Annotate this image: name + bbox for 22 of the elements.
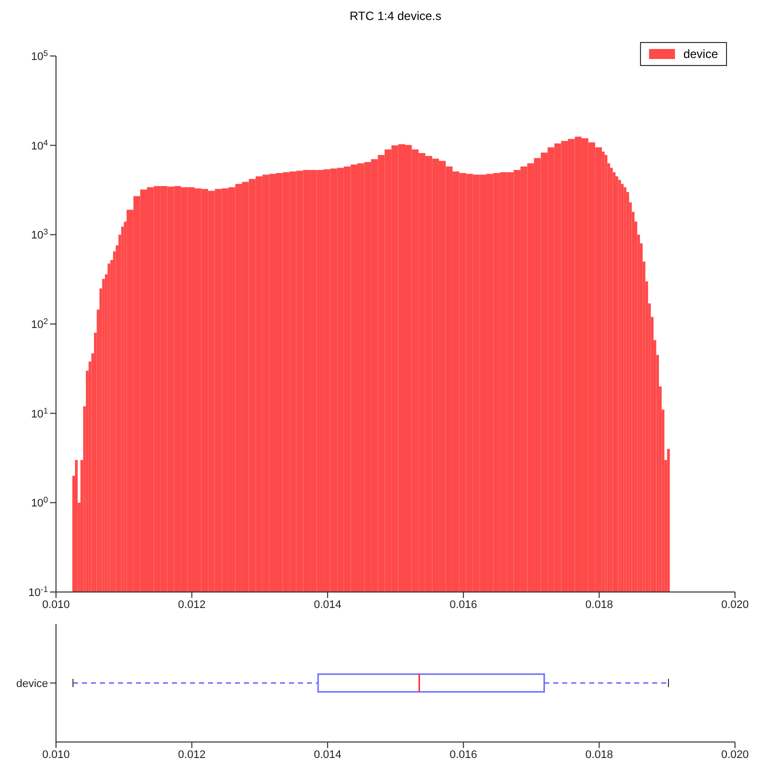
y-tick-label: 10$^{4}$ xyxy=(31,138,48,152)
x-tick-label: 0.016 xyxy=(450,748,478,761)
x-tick-label: 0.014 xyxy=(314,598,342,611)
x-tick-label: 0.010 xyxy=(42,598,70,611)
x-tick-label: 0.012 xyxy=(178,598,206,611)
y-tick-label: 10$^{0}$ xyxy=(31,495,48,510)
y-tick-label: 10$^{5}$ xyxy=(31,48,48,63)
x-tick-label: 0.018 xyxy=(585,598,613,611)
x-tick-label: 0.020 xyxy=(721,598,749,611)
x-tick-label: 0.014 xyxy=(314,748,342,761)
x-tick-label: 0.016 xyxy=(450,598,478,611)
x-tick-label: 0.020 xyxy=(721,748,749,761)
x-tick-label: 0.018 xyxy=(585,748,613,761)
y-tick-label: 10$^{2}$ xyxy=(31,316,48,331)
x-tick-label: 0.012 xyxy=(178,748,206,761)
x-tick-label: 0.010 xyxy=(42,748,70,761)
y-tick-label: 10$^{3}$ xyxy=(31,227,48,242)
chart-title: RTC 1:4 device.s xyxy=(348,8,442,24)
y-tick-label: device xyxy=(16,678,48,690)
legend-label: device xyxy=(683,47,718,61)
y-tick-label: 10$^{-1}$ xyxy=(28,584,48,599)
y-tick-label: 10$^{1}$ xyxy=(31,406,48,420)
